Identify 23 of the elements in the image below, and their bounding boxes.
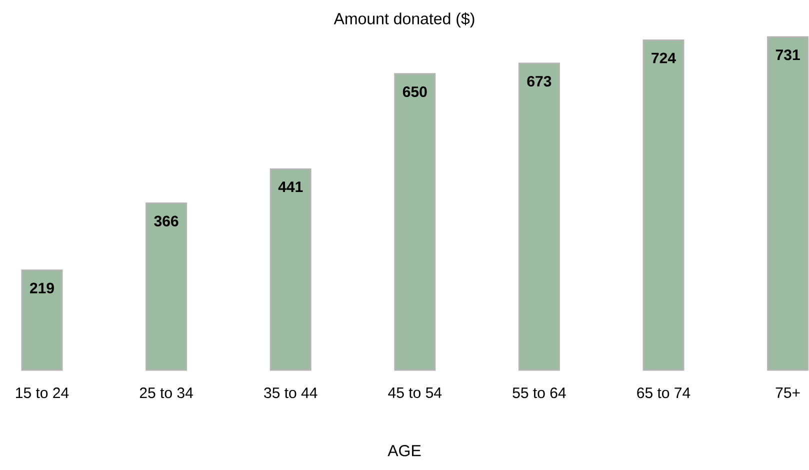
data-label: 731 — [776, 50, 800, 60]
data-label: 366 — [154, 216, 178, 226]
x-tick-label: 55 to 64 — [512, 388, 566, 398]
data-label: 441 — [278, 182, 303, 192]
x-tick-label: 35 to 44 — [264, 388, 318, 398]
x-tick-label: 25 to 34 — [140, 388, 193, 398]
x-axis-title: AGE — [388, 444, 421, 456]
data-label: 219 — [30, 282, 54, 294]
data-label: 724 — [652, 52, 676, 64]
data-label: 650 — [402, 86, 427, 98]
bar — [270, 168, 312, 371]
x-tick-label: 45 to 54 — [388, 388, 442, 398]
bar — [21, 269, 63, 371]
chart-title: Amount donated ($) — [334, 12, 474, 28]
bar — [518, 62, 560, 371]
x-tick-label: 15 to 24 — [16, 388, 69, 398]
bar — [767, 36, 809, 371]
bar — [394, 73, 436, 371]
bar — [642, 39, 684, 371]
bar — [146, 202, 188, 371]
x-tick-label: 75+ — [776, 388, 800, 398]
data-label: 673 — [527, 76, 552, 87]
x-tick-label: 65 to 74 — [637, 388, 690, 398]
